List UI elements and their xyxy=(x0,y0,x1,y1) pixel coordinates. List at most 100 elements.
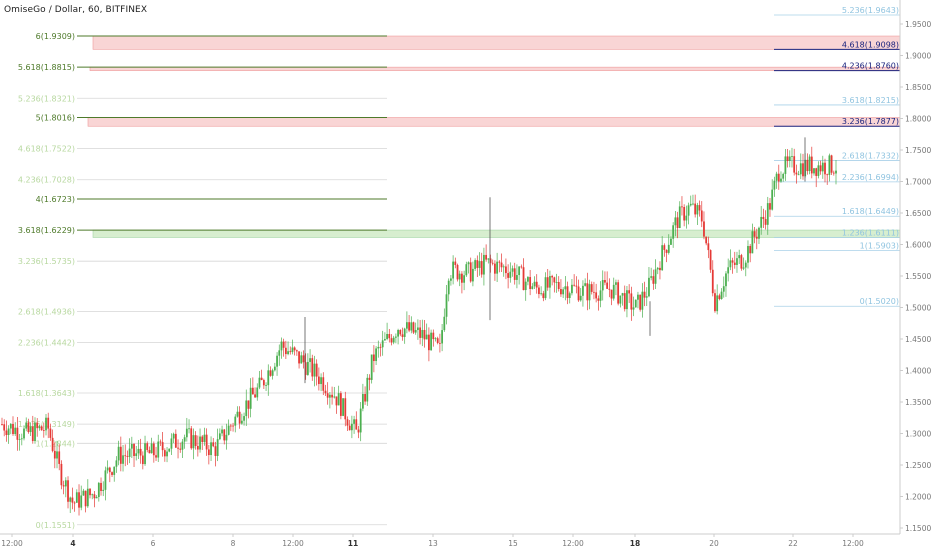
candle-body xyxy=(685,215,688,221)
candle-body xyxy=(137,448,140,454)
candle-body xyxy=(203,434,206,443)
candle-body xyxy=(619,295,622,304)
fib-zones xyxy=(87,35,901,238)
candle-body xyxy=(157,441,160,458)
x-tick-label: 13 xyxy=(428,539,438,548)
candle-body xyxy=(696,205,699,215)
fib-right-label: 4.236(1.8760) xyxy=(842,62,899,71)
candle-body xyxy=(645,296,648,298)
candle-body xyxy=(689,203,692,206)
candle-body xyxy=(683,207,686,221)
candle-body xyxy=(623,293,626,310)
candle-body xyxy=(425,334,428,340)
candle-body xyxy=(97,482,100,498)
candle-body xyxy=(324,390,327,394)
candle-body xyxy=(221,429,223,434)
candle-body xyxy=(742,267,745,269)
candle-body xyxy=(802,163,804,177)
fib-left-label: 5.236(1.8321) xyxy=(18,94,75,103)
candle-body xyxy=(410,322,413,331)
candle-body xyxy=(546,277,549,288)
candle-body xyxy=(304,362,307,375)
candle-body xyxy=(771,189,774,210)
candle-body xyxy=(650,276,653,278)
fib-right-label: 5.236(1.9643) xyxy=(842,6,899,15)
candle-body xyxy=(350,423,353,431)
candle-body xyxy=(568,293,571,299)
candle-body xyxy=(375,348,377,362)
candle-body xyxy=(71,497,74,503)
candle-body xyxy=(476,260,479,268)
candle-body xyxy=(540,293,543,295)
candle-body xyxy=(14,427,17,435)
candle-body xyxy=(795,172,798,175)
candle-body xyxy=(538,287,540,295)
candle-body xyxy=(456,264,459,280)
candle-body xyxy=(791,156,793,157)
candle-body xyxy=(58,451,61,464)
y-tick-label: 1.6500 xyxy=(905,209,931,218)
candle-body xyxy=(408,322,410,331)
candle-body xyxy=(91,494,94,496)
candle-body xyxy=(271,370,274,376)
candle-body xyxy=(62,485,65,487)
candle-body xyxy=(601,280,604,291)
candle-body xyxy=(148,450,151,454)
candle-body xyxy=(12,423,14,435)
candle-body xyxy=(232,425,234,427)
candle-body xyxy=(641,291,644,310)
candles xyxy=(1,137,837,516)
candle-body xyxy=(229,425,232,427)
candle-body xyxy=(315,363,318,377)
candle-body xyxy=(287,351,289,355)
candle-body xyxy=(733,262,736,265)
candle-body xyxy=(527,277,529,282)
candle-body xyxy=(485,254,488,260)
candle-body xyxy=(799,163,802,175)
candle-body xyxy=(397,329,399,337)
y-tick-label: 1.8500 xyxy=(905,83,931,92)
candle-body xyxy=(185,428,188,438)
candle-body xyxy=(386,333,388,339)
candle-body xyxy=(311,358,314,377)
candle-body xyxy=(586,283,589,301)
candle-body xyxy=(505,266,507,274)
candle-body xyxy=(333,396,336,398)
fib-right-label: 1.236(1.6111) xyxy=(842,229,899,238)
x-tick-label: 22 xyxy=(788,539,798,548)
candle-body xyxy=(306,361,309,375)
candle-body xyxy=(78,492,80,508)
candle-body xyxy=(111,472,113,475)
candle-body xyxy=(654,269,657,284)
y-tick-label: 1.7500 xyxy=(905,146,931,155)
candle-body xyxy=(383,338,386,341)
candle-body xyxy=(659,267,661,271)
y-tick-label: 1.4000 xyxy=(905,367,931,376)
candle-body xyxy=(188,428,190,430)
candle-body xyxy=(661,245,664,271)
candle-body xyxy=(722,286,725,292)
candle-body xyxy=(31,426,34,442)
candle-body xyxy=(42,430,45,431)
candle-body xyxy=(106,467,109,471)
candle-body xyxy=(522,267,525,291)
candle-body xyxy=(60,463,63,486)
candle-body xyxy=(584,283,587,286)
candle-body xyxy=(821,162,824,172)
candle-body xyxy=(84,490,87,507)
candle-body xyxy=(599,290,602,301)
candle-body xyxy=(588,284,591,301)
candle-body xyxy=(16,427,19,440)
candle-body xyxy=(551,276,554,278)
fib-right-label: 3.618(1.8215) xyxy=(842,96,899,105)
candle-body xyxy=(634,299,637,308)
fib-left-label: 4.618(1.7522) xyxy=(18,145,75,154)
candle-body xyxy=(412,322,415,333)
y-tick-label: 1.5500 xyxy=(905,272,931,281)
candle-body xyxy=(447,280,450,295)
candle-body xyxy=(201,436,204,443)
candle-body xyxy=(210,442,212,456)
candle-body xyxy=(480,261,483,275)
candle-body xyxy=(434,338,437,340)
candle-body xyxy=(163,450,166,457)
